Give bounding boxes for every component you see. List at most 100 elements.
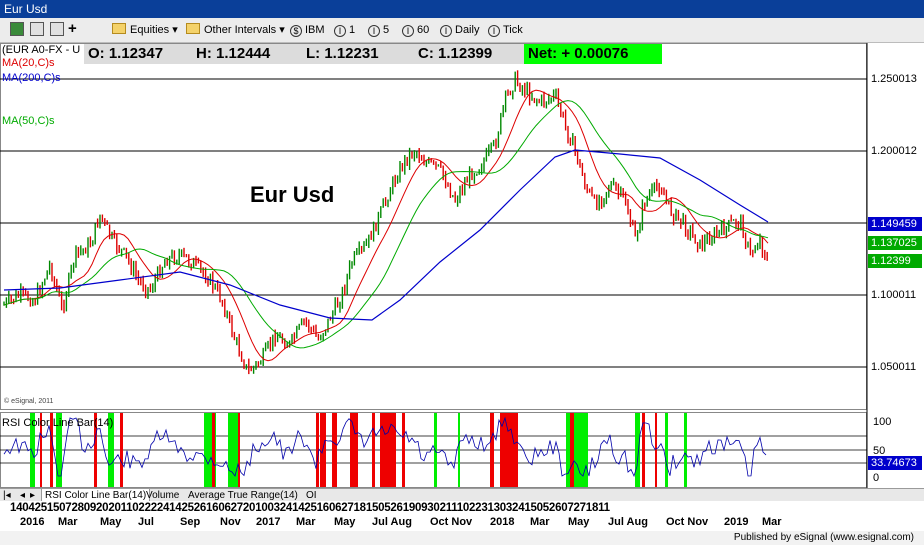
month-label: 2016: [20, 516, 45, 528]
folder-icon: [186, 23, 200, 34]
clock-icon: I: [488, 25, 500, 37]
close-value: C: 1.12399: [418, 45, 493, 62]
last-price-tag: 1.12399: [868, 254, 922, 268]
interval-daily-button[interactable]: I Daily: [440, 21, 479, 39]
rsi-green-bar: [30, 413, 35, 487]
price-axis-label: 1.250013: [871, 73, 917, 85]
net-change: Net: + 0.00076: [524, 44, 662, 64]
title-bar: Eur Usd: [0, 0, 924, 18]
tab-atr[interactable]: Average True Range(14): [188, 490, 298, 501]
rsi-green-bar: [566, 413, 588, 487]
ma200-line: [3, 149, 769, 321]
equities-menu[interactable]: Equities ▾: [112, 21, 178, 39]
ma20-label: MA(20,C)s: [2, 57, 55, 69]
chart-title: Eur Usd: [250, 182, 335, 207]
tab-oi[interactable]: OI: [306, 490, 317, 501]
date-axis-months: 2016 Mar May Jul Sep Nov 2017 Mar May Jul Aug Oct …: [0, 516, 924, 530]
rsi-red-bar: [490, 413, 494, 487]
month-label: 2019: [724, 516, 749, 528]
rsi-green-bar: [635, 413, 640, 487]
month-label: Oct Nov: [430, 516, 473, 528]
ohlc-readout: O: 1.12347 H: 1.12444 L: 1.12231 C: 1.12…: [84, 44, 524, 64]
open-value: O: 1.12347: [88, 45, 164, 62]
rsi-green-bar: [108, 413, 114, 487]
rsi-label: RSI Color Line Bar(14): [2, 417, 114, 429]
rsi-red-bar: [655, 413, 657, 487]
published-by: Published by eSignal (www.esignal.com): [733, 532, 914, 543]
month-label: Sep: [180, 516, 201, 528]
price-axis-label: 1.200012: [871, 145, 917, 157]
copy-icon[interactable]: [50, 22, 64, 36]
rsi-line: [3, 416, 767, 478]
rsi-green-bar: [458, 413, 460, 487]
rsi-green-bar: [665, 413, 668, 487]
rsi-green-bar: [434, 413, 437, 487]
price-chart[interactable]: [0, 43, 924, 488]
rsi-red-bar: [380, 413, 396, 487]
month-label: Mar: [296, 516, 316, 528]
rsi-red-bar: [642, 413, 645, 487]
date-axis: 1404251507280920201102222414252616062720…: [0, 501, 924, 531]
rsi-red-bar: [350, 413, 358, 487]
ma50-price-tag: 1.137025: [868, 236, 922, 250]
rsi-red-bar: [94, 413, 97, 487]
clock-icon: I: [402, 25, 414, 37]
tab-volume[interactable]: Volume: [146, 490, 180, 501]
rsi-axis-label: 50: [873, 445, 886, 457]
rsi-value-tag: 33.74673: [868, 456, 922, 470]
study-tabs: |◂ ◂ ▸ RSI Color Line Bar(14) Volume Ave…: [0, 488, 924, 503]
ma50-line: [3, 100, 769, 349]
dollar-icon: $: [290, 25, 302, 37]
rsi-red-bar: [372, 413, 375, 487]
rsi-red-bar: [316, 413, 319, 487]
month-label: Jul Aug: [608, 516, 648, 528]
date-axis-days: 1404251507280920201102222414252616062720…: [10, 502, 610, 514]
tab-first-icon[interactable]: |◂: [3, 490, 11, 501]
rsi-green-bar: [684, 413, 687, 487]
clock-icon: I: [440, 25, 452, 37]
symbol-label: (EUR A0-FX - U: [2, 44, 81, 56]
rsi-red-bar: [40, 413, 42, 487]
month-label: Jul Aug: [372, 516, 412, 528]
rsi-red-bar: [120, 413, 123, 487]
month-label: May: [334, 516, 356, 528]
high-value: H: 1.12444: [196, 45, 271, 62]
window-title: Eur Usd: [4, 2, 48, 16]
page-icon[interactable]: [30, 22, 44, 36]
symbol-button[interactable]: $ IBM: [290, 21, 325, 39]
tab-next-icon[interactable]: ▸: [30, 490, 36, 501]
tab-prev-icon[interactable]: ◂: [20, 490, 26, 501]
status-bar: Published by eSignal (www.esignal.com): [0, 531, 924, 545]
month-label: Mar: [762, 516, 782, 528]
rsi-red-bar: [402, 413, 405, 487]
add-icon[interactable]: +: [68, 20, 77, 37]
ma20-line: [3, 89, 769, 362]
month-label: Mar: [530, 516, 550, 528]
interval-60-button[interactable]: I 60: [402, 21, 429, 39]
month-label: May: [568, 516, 590, 528]
other-intervals-menu[interactable]: Other Intervals ▾: [186, 21, 285, 39]
month-label: May: [100, 516, 122, 528]
rsi-axis-label: 100: [873, 416, 892, 428]
rsi-red-bar: [212, 413, 215, 487]
rsi-red-bar: [238, 413, 240, 487]
chart-icon[interactable]: [10, 22, 24, 36]
clock-icon: I: [334, 25, 346, 37]
month-label: Nov: [220, 516, 241, 528]
low-value: L: 1.12231: [306, 45, 379, 62]
ma50-label: MA(50,C)s: [2, 115, 55, 127]
rsi-axis-label: 0: [873, 472, 880, 484]
folder-icon: [112, 23, 126, 34]
rsi-red-bar: [512, 413, 518, 487]
rsi-red-bar: [500, 413, 512, 487]
interval-tick-button[interactable]: I Tick: [488, 21, 523, 39]
price-axis-label: 1.100011: [871, 289, 917, 301]
rsi-red-bar: [50, 413, 53, 487]
month-label: Mar: [58, 516, 78, 528]
price-axis-label: 1.050011: [871, 361, 917, 373]
ma200-price-tag: 1.149459: [868, 217, 922, 231]
month-label: Oct Nov: [666, 516, 709, 528]
